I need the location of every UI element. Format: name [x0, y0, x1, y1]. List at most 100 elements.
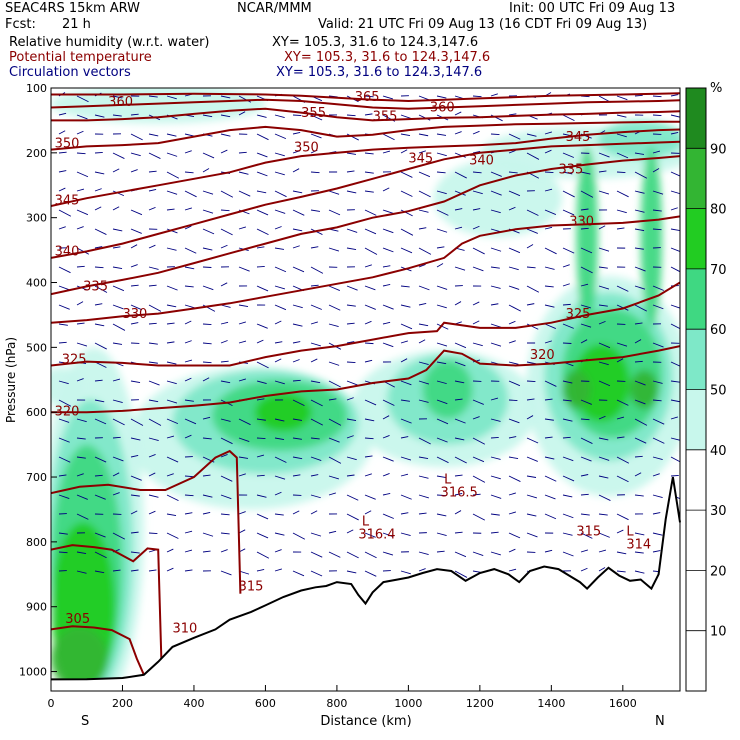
vector-arrow-330 [274, 437, 285, 440]
vector-arrow-886 [670, 131, 679, 135]
theta-label: 315 [576, 524, 601, 539]
vector-arrow-515 [400, 494, 412, 500]
vector-arrow-652 [508, 133, 521, 140]
vector-arrow-3 [58, 151, 67, 154]
vector-arrow-26 [76, 95, 89, 103]
vector-arrow-465 [364, 532, 376, 538]
vector-arrow-624 [490, 93, 498, 97]
vector-arrow-502 [400, 247, 413, 254]
vector-arrow-463 [364, 494, 376, 500]
vector-arrow-544 [418, 551, 429, 555]
vector-arrow-859 [652, 114, 662, 116]
vector-arrow-324 [274, 320, 282, 325]
vector-arrow-87 [112, 266, 123, 270]
model-title: SEAC4RS 15km ARW [5, 1, 141, 16]
vector-arrow-254 [220, 475, 233, 482]
vector-arrow-187 [184, 190, 197, 198]
vector-arrow-809 [616, 152, 629, 159]
vector-arrow-430 [346, 361, 356, 364]
vector-arrow-253 [220, 454, 228, 458]
vector-arrow-199 [184, 418, 197, 425]
vector-arrow-39 [76, 342, 88, 347]
vector-arrow-705 [544, 149, 552, 154]
vector-arrow-565 [436, 456, 449, 464]
vector-arrow-229 [202, 494, 213, 498]
vector-arrow-57 [94, 188, 102, 192]
vector-arrow-228 [202, 474, 211, 477]
vector-arrow-438 [346, 513, 359, 521]
vector-arrow-611 [472, 342, 483, 347]
vector-arrow-498 [400, 171, 413, 178]
vector-arrow-556 [436, 285, 448, 290]
vector-arrow-337 [274, 568, 282, 572]
vector-arrow-329 [274, 418, 285, 422]
vector-arrow-351 [292, 341, 301, 344]
vector-arrow-161 [166, 190, 178, 195]
vector-arrow-67 [94, 379, 103, 382]
vector-arrow-192 [184, 285, 194, 288]
vector-arrow-141 [148, 304, 162, 312]
vector-arrow-573 [454, 111, 462, 116]
vector-arrow-824 [616, 436, 625, 439]
vector-arrow-301 [256, 380, 267, 384]
colorbar-band-40 [686, 389, 706, 450]
vector-arrow-885 [670, 114, 680, 118]
rh-region-80 [629, 370, 659, 409]
vector-arrow-272 [238, 321, 246, 325]
vector-arrow-443 [364, 113, 373, 116]
vector-arrow-865 [652, 228, 662, 231]
vector-arrow-484 [382, 399, 395, 406]
vector-arrow-772 [580, 437, 593, 444]
vector-arrow-355 [292, 418, 303, 421]
vector-arrow-491 [382, 532, 394, 538]
vector-arrow-72 [94, 474, 103, 477]
vector-arrow-298 [256, 323, 268, 329]
vector-arrow-436 [346, 474, 355, 477]
vector-arrow-546 [436, 95, 447, 99]
vector-arrow-610 [472, 320, 480, 325]
vector-arrow-803 [598, 532, 610, 538]
vector-arrow-85 [112, 228, 123, 232]
theta-label: 330 [122, 307, 147, 322]
vector-arrow-647 [490, 531, 499, 534]
vector-arrow-745 [562, 418, 573, 422]
vector-arrow-322 [274, 285, 286, 290]
vector-arrow-10 [58, 285, 70, 291]
vector-arrow-709 [544, 226, 553, 230]
vector-arrow-107 [130, 152, 141, 157]
vector-arrow-363 [292, 570, 305, 577]
vector-arrow-684 [526, 244, 534, 249]
vector-arrow-467 [364, 570, 377, 577]
vector-arrow-500 [400, 209, 413, 217]
vector-arrow-294 [256, 246, 265, 249]
vector-arrow-94 [112, 399, 123, 404]
vector-arrow-893 [670, 266, 680, 273]
y-axis-label: Pressure (hPa) [4, 337, 18, 423]
vector-arrow-593 [454, 493, 463, 496]
vector-arrow-271 [238, 304, 249, 307]
vector-arrow-539 [418, 456, 429, 460]
vector-arrow-15 [58, 380, 69, 385]
vector-arrow-654 [508, 171, 518, 174]
vector-arrow-617 [472, 456, 485, 463]
vector-arrow-174 [166, 435, 175, 439]
vector-arrow-609 [472, 301, 480, 306]
theta-contour-325 [51, 281, 680, 367]
vector-arrow-280 [238, 473, 246, 477]
vector-arrow-28 [76, 130, 84, 135]
vector-arrow-435 [346, 456, 357, 461]
y-tick-label: 300 [26, 212, 47, 225]
vector-arrow-636 [490, 323, 502, 328]
vector-arrow-678 [526, 133, 537, 137]
vector-arrow-24 [58, 551, 68, 554]
vector-arrow-374 [310, 284, 319, 287]
vector-arrow-805 [598, 567, 606, 572]
vector-arrow-203 [184, 494, 194, 497]
vector-arrow-396 [328, 209, 341, 216]
vector-arrow-408 [328, 437, 340, 443]
vector-arrow-864 [652, 209, 662, 212]
vector-arrow-123 [130, 455, 139, 458]
vector-arrow-474 [382, 209, 394, 214]
vector-arrow-718 [544, 398, 553, 401]
vector-arrow-606 [472, 247, 485, 255]
